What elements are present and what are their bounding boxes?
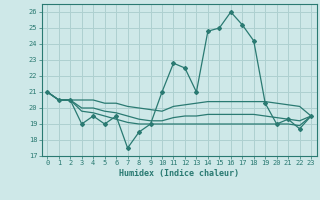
X-axis label: Humidex (Indice chaleur): Humidex (Indice chaleur)	[119, 169, 239, 178]
